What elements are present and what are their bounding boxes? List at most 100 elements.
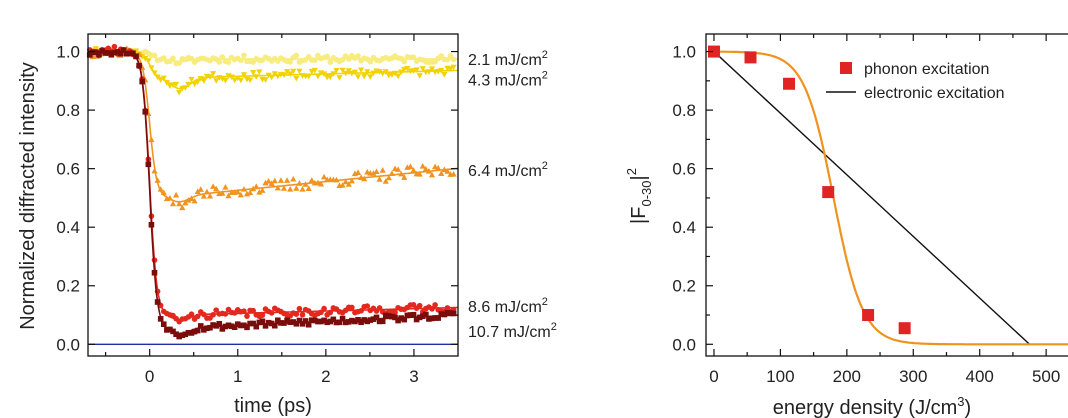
data-point xyxy=(302,318,309,324)
data-point xyxy=(111,43,118,50)
data-point xyxy=(349,304,355,311)
data-point xyxy=(287,59,293,65)
data-point xyxy=(333,68,340,74)
data-point xyxy=(275,317,281,324)
data-point xyxy=(345,68,352,74)
data-point xyxy=(259,312,266,318)
y-tick-label: 0.8 xyxy=(56,101,80,120)
data-point xyxy=(367,58,374,65)
series-label: 4.3 mJ/cm2 xyxy=(468,69,548,89)
data-point xyxy=(290,175,297,182)
data-point xyxy=(395,73,402,80)
data-point xyxy=(262,179,269,186)
data-point xyxy=(247,320,253,327)
data-point xyxy=(407,312,414,318)
data-point xyxy=(385,174,392,181)
data-point xyxy=(358,319,364,326)
data-point xyxy=(416,302,423,309)
data-point xyxy=(395,166,402,172)
data-point xyxy=(367,74,374,80)
data-point xyxy=(284,69,291,75)
data-point xyxy=(426,316,432,322)
data-point xyxy=(188,76,195,83)
data-point xyxy=(370,170,377,176)
data-point xyxy=(450,64,457,71)
data-point xyxy=(169,200,177,207)
panel-a-x-axis-title: time (ps) xyxy=(234,395,312,417)
panel-b-legend: phonon excitation electronic excitation xyxy=(826,61,1005,102)
data-point xyxy=(240,72,248,78)
data-point xyxy=(339,182,346,188)
series-label: 6.4 mJ/cm2 xyxy=(468,160,548,180)
x-tick-label: 2 xyxy=(321,367,330,386)
data-point xyxy=(225,59,232,65)
data-point xyxy=(117,50,124,57)
data-point xyxy=(450,170,457,177)
panel-b-y-axis-title: |F0-30|2 xyxy=(624,168,654,224)
data-point xyxy=(299,186,306,192)
y-tick-label: 0.4 xyxy=(56,218,80,237)
data-point xyxy=(234,321,241,327)
data-point xyxy=(237,77,244,84)
data-point xyxy=(382,178,389,184)
data-point xyxy=(210,71,217,77)
x-tick-label: 300 xyxy=(899,367,927,386)
data-point xyxy=(419,163,426,169)
data-point xyxy=(213,78,220,84)
data-point xyxy=(176,200,183,207)
data-point xyxy=(321,305,327,312)
data-point xyxy=(305,321,312,328)
data-point xyxy=(262,323,269,329)
data-point xyxy=(386,313,392,319)
data-point xyxy=(182,199,189,206)
data-point xyxy=(234,188,241,195)
data-point xyxy=(206,192,214,199)
data-point xyxy=(324,319,330,326)
data-point xyxy=(423,311,429,318)
data-point xyxy=(355,53,361,59)
data-point xyxy=(327,74,334,81)
data-point xyxy=(185,329,192,336)
data-point xyxy=(96,51,102,58)
data-point xyxy=(182,331,189,338)
data-point xyxy=(428,66,436,72)
data-point xyxy=(339,315,346,322)
data-point xyxy=(197,323,204,329)
data-point xyxy=(265,178,272,184)
data-point xyxy=(450,310,457,317)
data-point xyxy=(262,77,269,83)
series-label: 10.7 mJ/cm2 xyxy=(468,321,557,341)
data-point xyxy=(432,315,438,321)
panel-b-marks xyxy=(707,45,1068,346)
panel-a-y-axis-title: Normalized diffracted intensity xyxy=(17,62,39,330)
data-point xyxy=(204,325,210,332)
data-point xyxy=(376,176,383,182)
phonon-data-point xyxy=(862,309,875,322)
data-point xyxy=(250,320,256,327)
data-point xyxy=(311,67,318,74)
data-point xyxy=(164,327,170,333)
data-point xyxy=(428,171,436,178)
data-point xyxy=(271,71,278,77)
data-point xyxy=(207,324,213,331)
phonon-data-point xyxy=(707,45,720,58)
data-point xyxy=(284,177,291,183)
data-point xyxy=(438,311,445,317)
data-point xyxy=(389,313,395,320)
x-tick-label: 0 xyxy=(145,367,154,386)
data-point xyxy=(299,321,306,327)
data-point xyxy=(265,319,272,326)
data-point xyxy=(154,74,161,81)
data-point xyxy=(379,318,386,325)
data-point xyxy=(268,180,275,187)
data-point xyxy=(284,317,290,324)
data-point xyxy=(321,317,327,324)
data-point xyxy=(342,178,349,185)
data-point xyxy=(444,168,451,174)
data-point xyxy=(216,59,223,65)
data-point xyxy=(231,77,238,84)
fit-curve xyxy=(88,50,458,203)
data-point xyxy=(416,73,423,79)
x-tick-label: 500 xyxy=(1032,367,1060,386)
